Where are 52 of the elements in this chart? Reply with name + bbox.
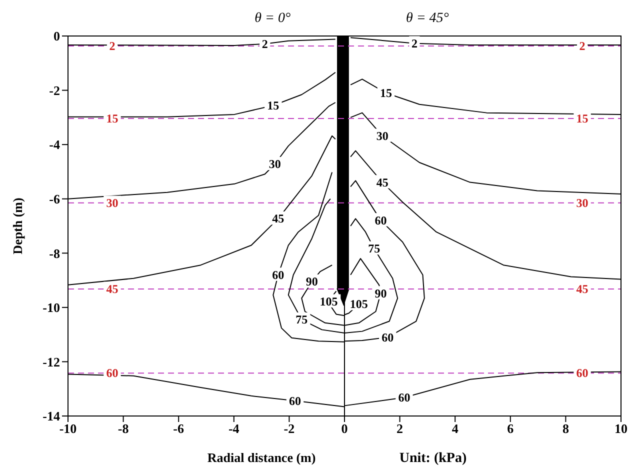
x-tick-label: 8	[562, 421, 570, 436]
annotation: 45	[272, 212, 284, 226]
y-tick-label: -4	[49, 137, 60, 152]
series-label: 15	[106, 112, 118, 126]
y-axis-title: Depth (m)	[10, 198, 25, 254]
y-tick-label: -6	[49, 191, 60, 206]
x-tick-label: -10	[59, 421, 77, 436]
x-tick-label: 6	[507, 421, 514, 436]
series-label: 60	[106, 366, 118, 380]
series-label: 45	[106, 282, 118, 296]
x-tick-label: -4	[228, 421, 240, 436]
annotation: 2	[262, 36, 268, 51]
annotation: 90	[306, 274, 318, 289]
x-tick-label: 0	[341, 421, 348, 436]
text: 60	[576, 366, 588, 380]
annotation: 30	[376, 128, 388, 143]
y-tick-label: -2	[49, 82, 60, 98]
y-tick-label: -8	[49, 246, 60, 261]
text: θ = 45°	[406, 11, 450, 26]
y-tick-label: -12	[42, 354, 60, 370]
x-tick-label: 4	[452, 421, 459, 436]
annotation: 15	[380, 86, 392, 100]
x-tick-label: -2	[284, 421, 295, 436]
annotation: 90	[374, 286, 387, 300]
annotation: 75	[368, 242, 380, 256]
x-tick-label: -6	[173, 421, 185, 436]
y-tick-label: 0	[54, 28, 60, 44]
annotation: 2	[411, 36, 418, 50]
x-tick-label: 2	[396, 421, 404, 436]
annotation: 60	[289, 394, 302, 408]
text: 15	[576, 112, 588, 126]
annotation: 60	[382, 330, 394, 344]
annotation: 105	[350, 297, 368, 312]
x-tick-label: 10	[614, 421, 628, 436]
text: 45	[576, 282, 588, 296]
annotation: 30	[268, 157, 281, 172]
annotation: 45	[376, 175, 388, 190]
x-axis-title: Radial distance (m)	[207, 450, 316, 465]
annotation: 60	[398, 390, 410, 405]
series-label: 2	[109, 39, 116, 54]
text: 2	[579, 39, 586, 54]
annotation: 15	[267, 98, 280, 112]
x-tick-label: -8	[118, 421, 130, 436]
text: Unit: (kPa)	[399, 451, 467, 466]
series-label: 30	[106, 196, 118, 210]
annotation: 60	[272, 268, 284, 282]
text: 30	[576, 196, 588, 210]
annotation: 60	[374, 213, 387, 228]
y-tick-label: -14	[42, 408, 60, 424]
y-tick-label: -10	[42, 300, 60, 316]
text: θ = 0°	[254, 11, 291, 26]
annotation: 75	[296, 312, 308, 327]
